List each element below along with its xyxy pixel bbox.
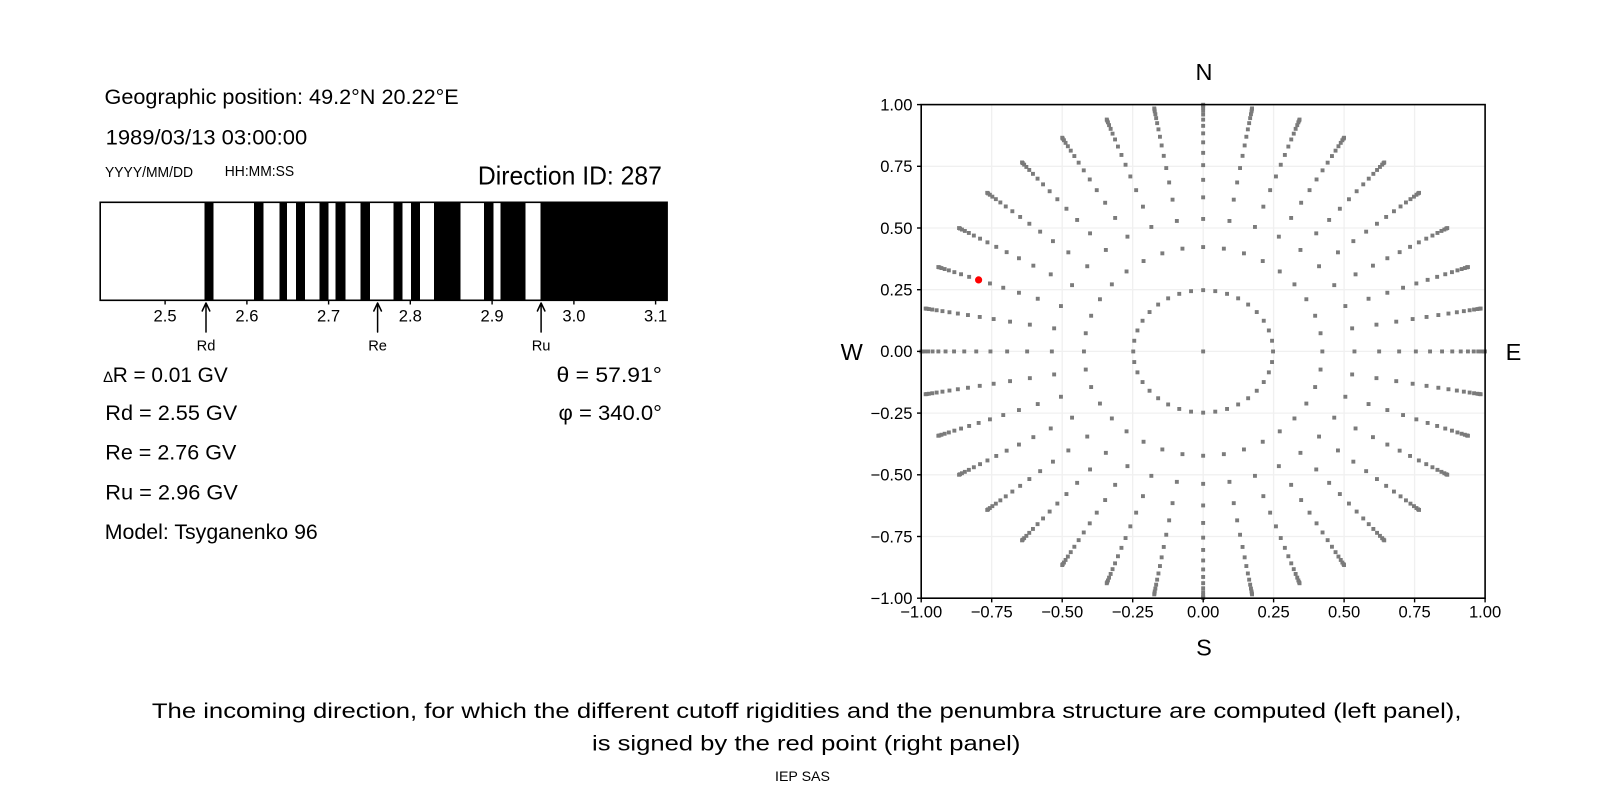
- svg-text:Rd = 2.55 GV: Rd = 2.55 GV: [105, 402, 237, 425]
- svg-text:Rd: Rd: [197, 338, 216, 354]
- svg-text:3.1: 3.1: [644, 306, 667, 325]
- svg-text:S: S: [1196, 635, 1212, 661]
- svg-text:1.00: 1.00: [1469, 602, 1501, 621]
- svg-text:3.0: 3.0: [562, 306, 585, 325]
- svg-text:N: N: [1196, 59, 1213, 85]
- svg-text:2.7: 2.7: [317, 306, 340, 325]
- svg-text:0.25: 0.25: [880, 281, 912, 300]
- svg-text:θ = 57.91°: θ = 57.91°: [557, 364, 662, 387]
- svg-text:Re: Re: [368, 338, 387, 354]
- svg-text:0.50: 0.50: [1328, 602, 1360, 621]
- svg-text:−0.25: −0.25: [871, 404, 913, 423]
- svg-text:HH:MM:SS: HH:MM:SS: [225, 164, 294, 180]
- svg-text:0.75: 0.75: [1398, 602, 1430, 621]
- svg-text:Direction ID: 287: Direction ID: 287: [478, 160, 662, 190]
- svg-text:The incoming direction, for wh: The incoming direction, for which the di…: [152, 700, 1462, 723]
- svg-text:Ru: Ru: [532, 338, 551, 354]
- svg-text:1989/03/13 03:00:00: 1989/03/13 03:00:00: [106, 126, 308, 149]
- svg-text:−0.75: −0.75: [871, 527, 913, 546]
- svg-text:0.00: 0.00: [880, 342, 912, 361]
- svg-text:−1.00: −1.00: [871, 589, 913, 608]
- svg-text:−1.00: −1.00: [900, 602, 942, 621]
- svg-text:φ = 340.0°: φ = 340.0°: [559, 402, 663, 425]
- svg-text:0.75: 0.75: [880, 157, 912, 176]
- svg-text:−0.25: −0.25: [1112, 602, 1154, 621]
- svg-text:Ru = 2.96 GV: Ru = 2.96 GV: [105, 481, 238, 504]
- svg-text:0.00: 0.00: [1187, 602, 1219, 621]
- svg-text:Geographic position: 49.2°N 20: Geographic position: 49.2°N 20.22°E: [105, 86, 459, 109]
- svg-text:2.6: 2.6: [235, 306, 258, 325]
- svg-text:YYYY/MM/DD: YYYY/MM/DD: [105, 165, 193, 181]
- svg-text:Model: Tsyganenko 96: Model: Tsyganenko 96: [105, 521, 318, 544]
- svg-text:∆R = 0.01 GV: ∆R = 0.01 GV: [104, 364, 228, 387]
- svg-text:is signed by the red point (ri: is signed by the red point (right panel): [592, 733, 1020, 756]
- svg-text:−0.50: −0.50: [1041, 602, 1083, 621]
- svg-text:IEP SAS: IEP SAS: [775, 768, 830, 784]
- svg-text:0.50: 0.50: [880, 219, 912, 238]
- svg-text:2.8: 2.8: [399, 306, 422, 325]
- svg-text:2.5: 2.5: [154, 306, 177, 325]
- svg-text:Re = 2.76 GV: Re = 2.76 GV: [105, 442, 236, 465]
- svg-text:−0.75: −0.75: [971, 602, 1013, 621]
- svg-text:2.9: 2.9: [481, 306, 504, 325]
- svg-text:1.00: 1.00: [880, 95, 912, 114]
- svg-text:E: E: [1506, 339, 1522, 365]
- svg-text:0.25: 0.25: [1257, 602, 1289, 621]
- svg-text:−0.50: −0.50: [871, 466, 913, 485]
- svg-text:W: W: [841, 339, 864, 365]
